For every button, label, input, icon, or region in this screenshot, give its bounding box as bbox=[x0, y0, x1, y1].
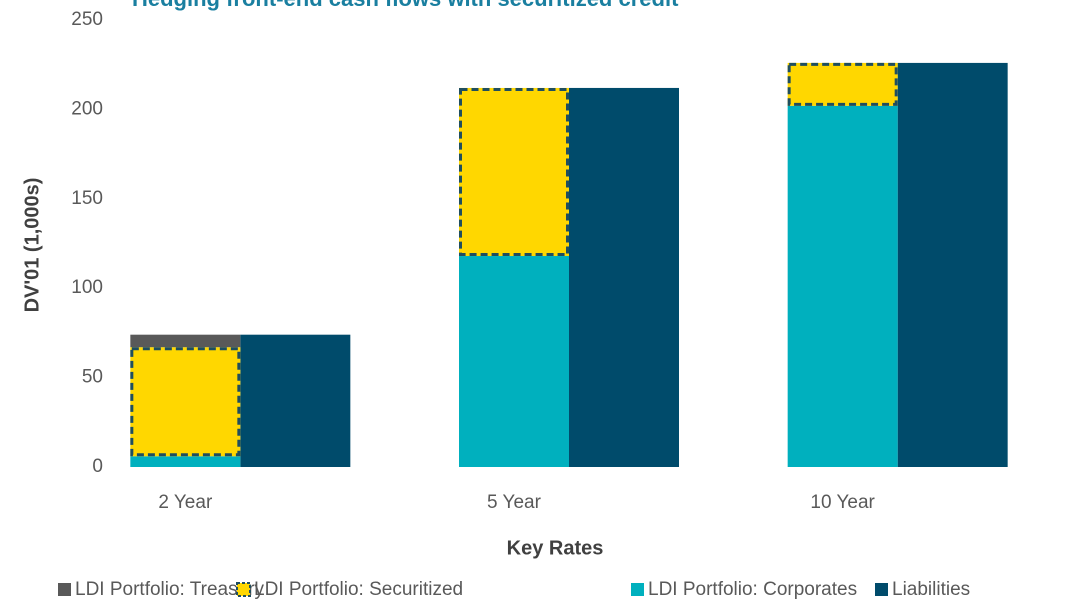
bar-segment bbox=[130, 456, 241, 467]
legend-label: Liabilities bbox=[892, 579, 970, 600]
x-tick-label: 5 Year bbox=[487, 492, 542, 513]
y-tick-label: 150 bbox=[71, 188, 103, 209]
x-axis-title: Key Rates bbox=[507, 537, 604, 559]
legend-swatch bbox=[58, 583, 71, 596]
y-tick-label: 250 bbox=[71, 9, 103, 30]
y-tick-label: 200 bbox=[71, 98, 103, 119]
bar-outline bbox=[787, 62, 898, 106]
legend-label: LDI Portfolio: Corporates bbox=[648, 579, 857, 600]
bar-segment bbox=[897, 62, 1008, 468]
bar-segment bbox=[787, 62, 898, 106]
bar-segment bbox=[130, 347, 241, 457]
y-axis-title: DV'01 (1,000s) bbox=[21, 178, 43, 313]
bar-segment bbox=[240, 334, 351, 467]
legend-label: LDI Portfolio: Securitized bbox=[254, 579, 463, 600]
legend-swatch bbox=[236, 582, 251, 597]
x-tick-label: 10 Year bbox=[810, 492, 875, 513]
legend-swatch bbox=[875, 583, 888, 596]
legend-label: LDI Portfolio: Treasury bbox=[75, 579, 265, 600]
bar-segment bbox=[459, 256, 569, 467]
bar-outline bbox=[459, 87, 569, 257]
x-tick-label: 2 Year bbox=[158, 492, 213, 513]
bar-segment bbox=[569, 87, 679, 467]
bar-outline bbox=[130, 347, 241, 457]
legend-swatch bbox=[631, 583, 644, 596]
y-tick-label: 100 bbox=[71, 277, 103, 298]
bar-segment bbox=[787, 105, 898, 467]
y-tick-label: 0 bbox=[92, 456, 103, 477]
y-tick-label: 50 bbox=[82, 367, 103, 388]
bar-segment bbox=[459, 87, 569, 257]
chart-title: Hedging front-end cash flows with securi… bbox=[132, 0, 679, 11]
bar-segment bbox=[130, 334, 241, 348]
